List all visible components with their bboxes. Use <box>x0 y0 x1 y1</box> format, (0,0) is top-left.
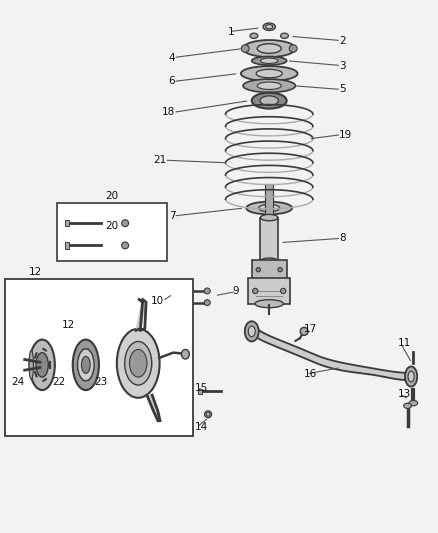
Ellipse shape <box>408 371 414 382</box>
Ellipse shape <box>260 96 279 106</box>
Ellipse shape <box>257 44 281 53</box>
Ellipse shape <box>263 23 276 30</box>
Ellipse shape <box>87 349 90 381</box>
Ellipse shape <box>204 300 210 305</box>
Ellipse shape <box>122 220 129 227</box>
Bar <box>265 184 273 216</box>
Text: 22: 22 <box>52 377 65 387</box>
Ellipse shape <box>246 201 292 214</box>
Text: 7: 7 <box>169 211 175 221</box>
Bar <box>65 220 69 227</box>
Ellipse shape <box>29 340 55 390</box>
Ellipse shape <box>204 288 210 294</box>
Text: 20: 20 <box>106 221 119 231</box>
Text: 14: 14 <box>195 422 208 432</box>
Text: 21: 21 <box>153 155 166 165</box>
Ellipse shape <box>253 288 258 294</box>
Text: 23: 23 <box>95 377 108 387</box>
Polygon shape <box>147 395 160 421</box>
Bar <box>252 260 287 280</box>
Ellipse shape <box>409 400 418 406</box>
Text: 13: 13 <box>398 389 411 399</box>
Bar <box>57 203 166 261</box>
Ellipse shape <box>243 79 295 92</box>
Bar <box>261 217 278 261</box>
Ellipse shape <box>281 288 286 294</box>
Ellipse shape <box>29 350 33 379</box>
Ellipse shape <box>261 58 278 63</box>
Text: 16: 16 <box>304 369 318 379</box>
Ellipse shape <box>181 350 189 359</box>
Bar <box>170 300 174 305</box>
Ellipse shape <box>255 300 283 308</box>
Ellipse shape <box>404 403 412 408</box>
Text: 1: 1 <box>228 27 234 37</box>
Text: 5: 5 <box>339 84 346 94</box>
Ellipse shape <box>261 258 278 264</box>
Ellipse shape <box>281 33 288 38</box>
Ellipse shape <box>256 268 261 272</box>
Ellipse shape <box>130 350 147 377</box>
Ellipse shape <box>125 342 152 385</box>
Ellipse shape <box>405 367 417 386</box>
Bar <box>5 279 193 435</box>
Text: 20: 20 <box>106 191 119 201</box>
Ellipse shape <box>289 45 297 52</box>
Bar <box>65 242 69 248</box>
Text: 12: 12 <box>62 320 75 330</box>
Bar <box>198 389 202 394</box>
Ellipse shape <box>243 40 295 57</box>
Ellipse shape <box>122 242 129 249</box>
Bar <box>248 278 290 304</box>
Ellipse shape <box>78 349 94 381</box>
Text: 10: 10 <box>151 296 164 306</box>
Ellipse shape <box>241 45 249 52</box>
Ellipse shape <box>81 349 85 381</box>
Text: 24: 24 <box>11 377 25 387</box>
Text: 2: 2 <box>339 36 346 45</box>
Ellipse shape <box>252 93 287 109</box>
Text: 9: 9 <box>232 286 239 296</box>
Ellipse shape <box>266 25 273 29</box>
Ellipse shape <box>278 268 283 272</box>
Ellipse shape <box>245 321 259 342</box>
Ellipse shape <box>261 214 278 221</box>
Ellipse shape <box>241 66 297 81</box>
Bar <box>170 288 174 294</box>
Text: 12: 12 <box>29 268 42 277</box>
Text: 8: 8 <box>339 233 346 244</box>
Text: 19: 19 <box>339 130 352 140</box>
Text: 11: 11 <box>398 337 411 348</box>
Text: 15: 15 <box>195 383 208 393</box>
Ellipse shape <box>250 33 258 38</box>
Polygon shape <box>136 300 146 330</box>
Text: 18: 18 <box>162 107 175 117</box>
Ellipse shape <box>252 56 287 65</box>
Ellipse shape <box>300 327 308 335</box>
Ellipse shape <box>248 326 255 337</box>
Ellipse shape <box>257 82 281 90</box>
Text: 3: 3 <box>339 61 346 70</box>
Ellipse shape <box>73 340 99 390</box>
Ellipse shape <box>206 413 210 416</box>
Ellipse shape <box>81 357 90 373</box>
Text: 6: 6 <box>169 77 175 86</box>
Ellipse shape <box>117 329 159 398</box>
Ellipse shape <box>256 69 283 78</box>
Ellipse shape <box>36 353 48 377</box>
Text: 4: 4 <box>169 53 175 62</box>
Ellipse shape <box>205 411 212 418</box>
Text: 17: 17 <box>304 324 318 334</box>
Ellipse shape <box>259 204 280 212</box>
